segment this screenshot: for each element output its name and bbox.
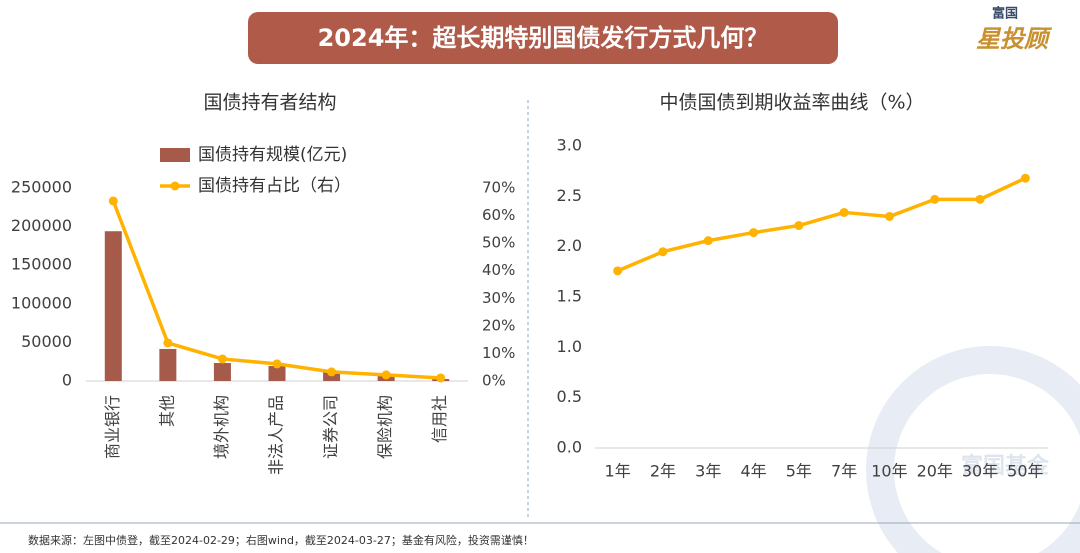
y2-tick-label: 50%	[482, 234, 515, 252]
y-tick-label: 1.5	[557, 287, 582, 306]
y2-tick-label: 70%	[482, 179, 515, 197]
y-tick-label: 3.0	[557, 136, 582, 155]
y-tick-label: 50000	[21, 332, 72, 351]
x-tick-label: 境外机构	[212, 395, 231, 459]
x-tick-label: 其他	[157, 395, 176, 427]
bar	[104, 231, 122, 381]
line-point	[749, 228, 759, 238]
x-tick-label: 商业银行	[103, 395, 122, 459]
y2-tick-label: 30%	[482, 289, 515, 307]
line-point	[436, 373, 446, 383]
y-tick-label: 0.0	[557, 438, 582, 457]
y-tick-label: 2.0	[557, 236, 582, 255]
bar	[268, 366, 286, 381]
watermark-ring	[866, 346, 1080, 553]
watermark: 富国基金	[961, 453, 1050, 479]
line-point	[839, 207, 849, 217]
y-tick-label: 100000	[11, 293, 72, 312]
bar	[323, 371, 341, 381]
legend-label: 国债持有规模(亿元)	[198, 145, 347, 165]
line-point	[381, 370, 391, 380]
y2-tick-label: 0%	[482, 372, 506, 390]
footer-note: 数据来源：左图中债登，截至2024-02-29；右图wind，截至2024-03…	[28, 533, 534, 547]
y2-tick-label: 40%	[482, 261, 515, 279]
line-point	[703, 236, 713, 246]
y2-tick-label: 20%	[482, 316, 515, 334]
legend-swatch	[170, 181, 180, 191]
page-title: 2024年：超长期特别国债发行方式几何？	[318, 24, 769, 52]
y2-tick-label: 10%	[482, 344, 515, 362]
x-tick-label: 2年	[650, 462, 676, 481]
bar	[213, 363, 231, 381]
x-tick-label: 信用社	[430, 395, 449, 443]
line-point	[1020, 173, 1030, 183]
y-tick-label: 1.0	[557, 337, 582, 356]
line-point	[163, 338, 173, 348]
logo-top: 富国	[992, 6, 1018, 22]
line-point	[272, 359, 282, 369]
line-point	[794, 221, 804, 231]
x-tick-label: 保险机构	[376, 395, 395, 459]
chart-title: 国债持有者结构	[203, 92, 336, 114]
x-tick-label: 3年	[695, 462, 721, 481]
legend-swatch	[160, 148, 190, 162]
line-point	[930, 194, 940, 204]
y-tick-label: 2.5	[557, 186, 582, 205]
line-point	[108, 196, 118, 206]
y-tick-label: 200000	[11, 216, 72, 235]
y-tick-label: 150000	[11, 255, 72, 274]
x-tick-label: 10年	[871, 462, 907, 481]
bar	[159, 348, 177, 381]
y-tick-label: 250000	[11, 178, 72, 197]
line-point	[217, 354, 227, 364]
line-point	[613, 266, 623, 276]
x-tick-label: 7年	[831, 462, 857, 481]
x-tick-label: 1年	[605, 462, 631, 481]
y-tick-label: 0	[62, 371, 72, 390]
x-tick-label: 50年	[1007, 462, 1043, 481]
series-line	[616, 176, 1027, 273]
x-tick-label: 5年	[786, 462, 812, 481]
x-tick-label: 4年	[740, 462, 766, 481]
x-tick-label: 20年	[917, 462, 953, 481]
chart-title: 中债国债到期收益率曲线（%）	[659, 92, 924, 114]
title-banner	[248, 12, 838, 64]
line-point	[975, 194, 985, 204]
line-point	[884, 211, 894, 221]
x-tick-label: 30年	[962, 462, 998, 481]
x-tick-label: 非法人产品	[267, 395, 286, 475]
logo-main: 星投顾	[976, 25, 1053, 53]
y-tick-label: 0.5	[557, 387, 582, 406]
line-point	[658, 247, 668, 257]
line-point	[327, 367, 337, 377]
x-tick-label: 证券公司	[321, 395, 340, 459]
legend-label: 国债持有占比（右）	[198, 176, 351, 196]
y2-tick-label: 60%	[482, 206, 515, 224]
